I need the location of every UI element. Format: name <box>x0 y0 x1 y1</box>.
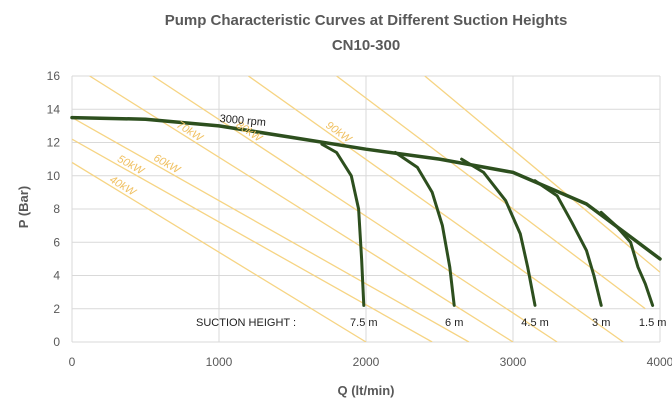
grid-lines <box>71 75 661 343</box>
suction-curve-label: 3 m <box>592 317 610 329</box>
suction-curve <box>393 151 456 307</box>
suction-curve-label: 1.5 m <box>639 317 667 329</box>
pump-curves <box>70 115 662 307</box>
suction-curve <box>460 157 537 307</box>
y-tick-label: 2 <box>53 302 60 316</box>
suction-curve-label: 4.5 m <box>521 317 549 329</box>
x-tick-label: 3000 <box>500 355 527 369</box>
suction-curve-label: 7.5 m <box>350 317 378 329</box>
power-line <box>336 76 646 310</box>
y-tick-label: 4 <box>53 269 60 283</box>
suction-curve-label: 6 m <box>445 317 463 329</box>
y-tick-label: 14 <box>47 102 61 116</box>
x-tick-label: 4000 <box>647 355 672 369</box>
power-line-label: 40kW <box>107 174 139 200</box>
power-lines <box>72 76 660 342</box>
main-curve <box>70 115 662 261</box>
suction-curve <box>320 142 366 307</box>
y-tick-label: 6 <box>53 235 60 249</box>
y-tick-label: 0 <box>53 335 60 349</box>
power-line <box>72 138 433 342</box>
suction-curve <box>533 179 603 307</box>
y-axis-label: P (Bar) <box>16 186 31 228</box>
chart-subtitle: CN10-300 <box>332 37 400 54</box>
power-line <box>72 116 470 342</box>
y-tick-label: 10 <box>47 169 61 183</box>
main-curve-label: 3000 rpm <box>219 113 266 129</box>
chart-title: Pump Characteristic Curves at Different … <box>165 12 568 29</box>
x-tick-label: 0 <box>69 355 76 369</box>
tick-labels: 0 2 4 6 8 10 12 14 16 0 1000 2000 3000 4000 <box>47 69 672 369</box>
y-tick-label: 16 <box>47 69 61 83</box>
power-line <box>424 76 660 273</box>
suction-height-label: SUCTION HEIGHT : <box>196 317 296 329</box>
power-line <box>152 76 558 342</box>
power-line-label: 60kW <box>151 152 183 177</box>
x-tick-label: 1000 <box>206 355 233 369</box>
y-tick-label: 8 <box>53 202 60 216</box>
x-axis-label: Q (lt/min) <box>337 383 394 398</box>
y-tick-label: 12 <box>47 136 61 150</box>
power-line <box>72 161 367 342</box>
x-tick-label: 2000 <box>353 355 380 369</box>
